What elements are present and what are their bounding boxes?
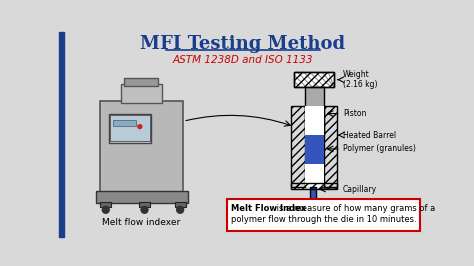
Ellipse shape bbox=[309, 204, 317, 216]
Bar bbox=[294, 72, 334, 87]
Bar bbox=[294, 72, 334, 87]
Bar bbox=[124, 78, 158, 86]
Bar bbox=[305, 87, 324, 135]
Text: ASTM 1238D and ISO 1133: ASTM 1238D and ISO 1133 bbox=[173, 55, 313, 65]
Text: Melted polymer: Melted polymer bbox=[343, 205, 403, 214]
Ellipse shape bbox=[138, 125, 142, 128]
Text: Heated Barrel: Heated Barrel bbox=[343, 131, 396, 140]
Ellipse shape bbox=[102, 206, 109, 213]
Bar bbox=[324, 106, 337, 187]
Text: Weight
(2.16 kg): Weight (2.16 kg) bbox=[343, 70, 377, 89]
Text: polymer flow through the die in 10 minutes.: polymer flow through the die in 10 minut… bbox=[231, 215, 417, 224]
Bar bbox=[59, 32, 64, 237]
Bar bbox=[310, 187, 316, 204]
Bar bbox=[305, 135, 324, 164]
Bar bbox=[305, 106, 324, 187]
Ellipse shape bbox=[141, 206, 148, 213]
Bar bbox=[96, 190, 188, 203]
Text: Melt Flow Index: Melt Flow Index bbox=[231, 204, 306, 213]
Bar bbox=[291, 183, 337, 189]
Text: is a measure of how many grams of a: is a measure of how many grams of a bbox=[274, 204, 435, 213]
Bar bbox=[100, 202, 111, 207]
Bar bbox=[110, 115, 150, 141]
Text: MFI Testing Method: MFI Testing Method bbox=[140, 35, 346, 53]
FancyBboxPatch shape bbox=[228, 199, 419, 231]
Ellipse shape bbox=[177, 206, 183, 213]
Text: Piston: Piston bbox=[343, 109, 366, 118]
Text: Capillary: Capillary bbox=[343, 185, 377, 193]
Bar bbox=[109, 114, 152, 143]
Bar bbox=[100, 101, 183, 192]
Bar bbox=[175, 202, 186, 207]
Bar bbox=[291, 106, 305, 187]
Bar bbox=[113, 120, 136, 126]
Text: Polymer (granules): Polymer (granules) bbox=[343, 144, 416, 153]
Text: Melt flow indexer: Melt flow indexer bbox=[101, 218, 180, 227]
Bar bbox=[139, 202, 150, 207]
Bar bbox=[121, 84, 162, 103]
